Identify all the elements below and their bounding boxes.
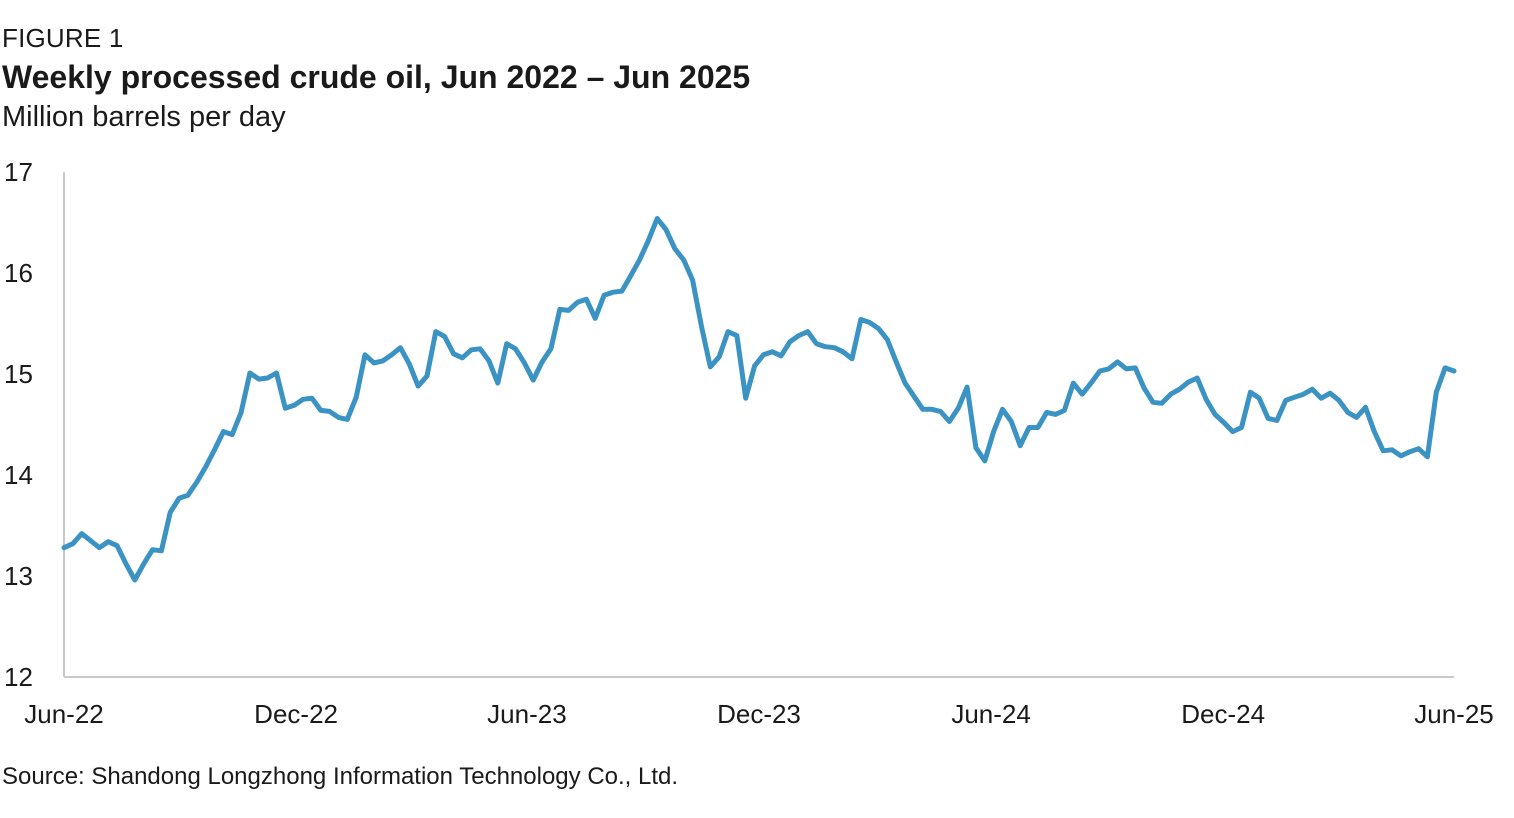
y-tick-label: 15: [4, 359, 33, 389]
y-tick-label: 13: [4, 561, 33, 591]
source-note: Source: Shandong Longzhong Information T…: [2, 763, 679, 790]
x-tick-label: Dec-22: [254, 699, 338, 729]
y-tick-label: 17: [4, 157, 33, 187]
x-tick-label: Dec-24: [1181, 699, 1265, 729]
series-layer: [61, 216, 1457, 583]
y-tick-label: 14: [4, 460, 33, 490]
x-tick-label: Jun-25: [1414, 699, 1494, 729]
x-tick-label: Jun-23: [487, 699, 567, 729]
chart-subtitle: Million barrels per day: [2, 101, 286, 133]
x-tick-label: Jun-22: [24, 699, 104, 729]
series-line: [61, 216, 1457, 583]
y-tick-label: 12: [4, 662, 33, 692]
chart-title: Weekly processed crude oil, Jun 2022 – J…: [2, 59, 751, 95]
y-tick-label: 16: [4, 258, 33, 288]
y-axis: 12 13 14 15 16 17: [4, 157, 65, 692]
x-tick-label: Dec-23: [717, 699, 801, 729]
x-tick-label: Jun-24: [951, 699, 1031, 729]
figure-label: FIGURE 1: [2, 23, 124, 53]
x-axis: Jun-22 Dec-22 Jun-23 Dec-23 Jun-24 Dec-24 Jun-…: [24, 676, 1494, 729]
